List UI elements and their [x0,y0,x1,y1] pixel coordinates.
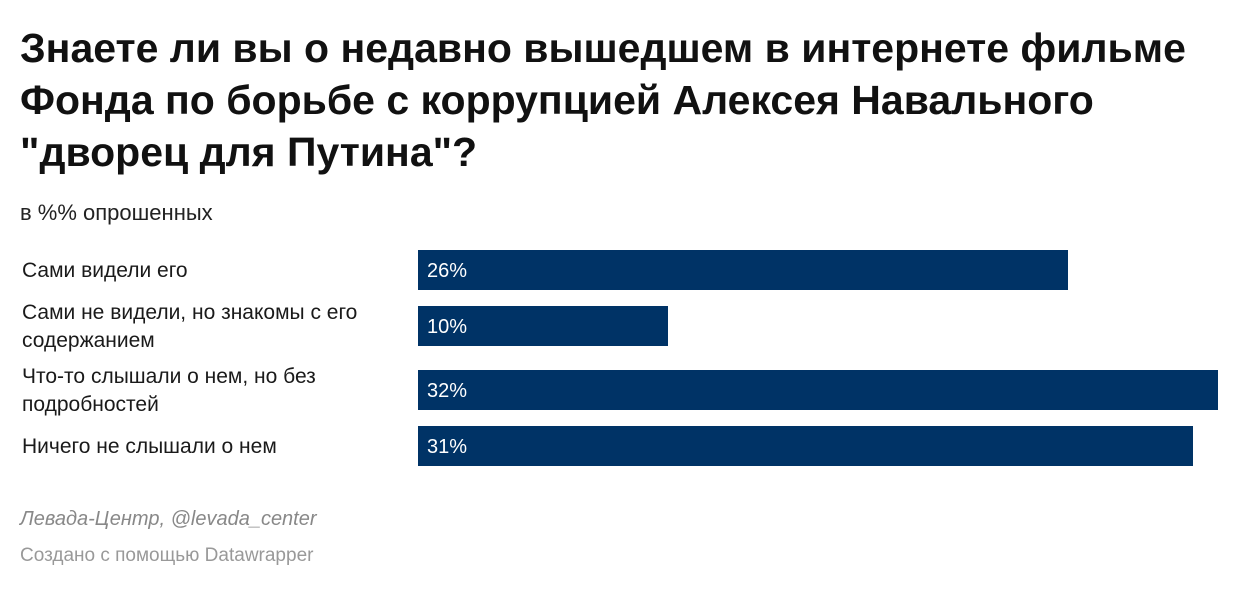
category-label: подробностей [22,393,159,416]
category-label: содержанием [22,329,155,352]
category-label: Сами видели его [22,259,188,282]
data-label: 10% [427,316,467,338]
category-label: Что-то слышали о нем, но без [22,365,316,388]
bar-chart: Сами видели его 26% Сами не видели, но зна… [22,250,1218,466]
bar [418,426,1193,466]
chart-subtitle: в %% опрошенных [20,200,213,225]
chart-title: Знаете ли вы о недавно вышедшем в интерн… [20,25,1186,175]
bar [418,250,1068,290]
bar [418,370,1218,410]
category-label: Ничего не слышали о нем [22,435,277,458]
data-label: 31% [427,436,467,458]
category-label: Сами не видели, но знакомы с его [22,301,357,324]
source-note: Левада-Центр, @levada_center [20,508,317,530]
credit-link[interactable]: Создано с помощью Datawrapper [20,545,314,566]
data-label: 26% [427,260,467,282]
data-label: 32% [427,380,467,402]
bar [418,306,668,346]
